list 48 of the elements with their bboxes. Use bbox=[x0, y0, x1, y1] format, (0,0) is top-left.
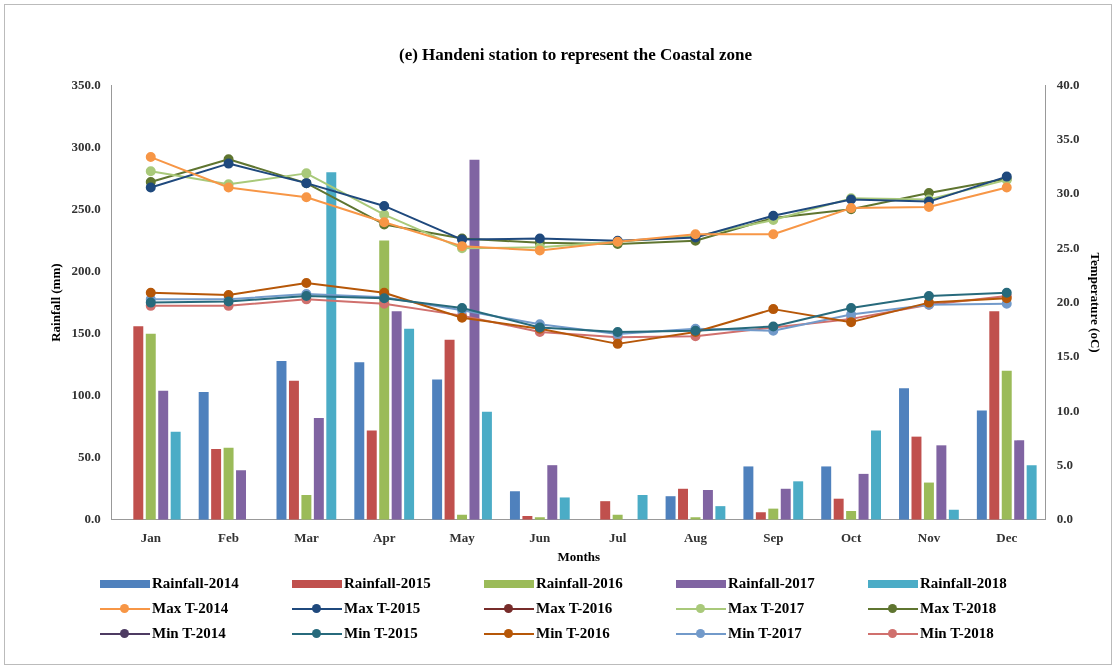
y-tick-label: 250.0 bbox=[71, 200, 101, 216]
x-tick-label: Feb bbox=[218, 529, 240, 545]
y2-tick-label: 20.0 bbox=[1056, 293, 1080, 309]
y-tick-label: 50.0 bbox=[78, 449, 101, 465]
y-tick-label: 300.0 bbox=[71, 138, 101, 154]
legend-label: Max T-2016 bbox=[536, 600, 613, 617]
legend-label: Max T-2017 bbox=[728, 600, 805, 617]
legend-label: Min T-2014 bbox=[152, 625, 226, 642]
legend-label: Max T-2018 bbox=[920, 600, 997, 617]
x-tick-label: Jun bbox=[529, 529, 552, 545]
y-tick-label: 150.0 bbox=[71, 324, 101, 340]
legend-label: Rainfall-2017 bbox=[728, 575, 815, 592]
x-tick-label: Dec bbox=[996, 529, 1018, 545]
y-axis-title: Rainfall (mm) bbox=[48, 263, 64, 342]
x-tick-label: May bbox=[449, 529, 476, 545]
y2-tick-label: 30.0 bbox=[1056, 185, 1080, 201]
y2-tick-label: 5.0 bbox=[1056, 456, 1073, 472]
x-tick-label: Apr bbox=[373, 529, 396, 545]
legend-label: Rainfall-2015 bbox=[344, 575, 431, 592]
x-tick-label: Sep bbox=[763, 529, 784, 545]
legend-label: Rainfall-2014 bbox=[152, 575, 239, 592]
x-tick-label: Jul bbox=[608, 529, 627, 545]
y2-axis-title: Temperature (oC) bbox=[1087, 252, 1103, 353]
legend-label: Min T-2015 bbox=[344, 625, 418, 642]
x-tick-label: Oct bbox=[841, 529, 862, 545]
x-tick-label: Jan bbox=[140, 529, 162, 545]
legend-label: Max T-2014 bbox=[152, 600, 229, 617]
y2-tick-label: 15.0 bbox=[1056, 348, 1080, 364]
x-tick-label: Mar bbox=[294, 529, 319, 545]
legend-label: Min T-2016 bbox=[536, 625, 610, 642]
legend-label: Rainfall-2018 bbox=[920, 575, 1007, 592]
y2-tick-label: 10.0 bbox=[1056, 402, 1080, 418]
y-tick-label: 100.0 bbox=[71, 387, 101, 403]
y2-tick-label: 0.0 bbox=[1056, 511, 1073, 527]
legend-label: Rainfall-2016 bbox=[536, 575, 623, 592]
y2-tick-label: 40.0 bbox=[1056, 76, 1080, 92]
legend-label: Min T-2018 bbox=[920, 625, 994, 642]
legend-label: Min T-2017 bbox=[728, 625, 802, 642]
y-tick-label: 0.0 bbox=[84, 511, 101, 527]
y-tick-label: 200.0 bbox=[71, 262, 101, 278]
legend-label: Max T-2015 bbox=[344, 600, 421, 617]
y-tick-label: 350.0 bbox=[71, 76, 101, 92]
y2-tick-label: 35.0 bbox=[1056, 131, 1080, 147]
chart-title: (e) Handeni station to represent the Coastal zone bbox=[398, 44, 753, 64]
x-tick-label: Nov bbox=[917, 529, 941, 545]
x-tick-label: Aug bbox=[683, 529, 708, 545]
y2-tick-label: 25.0 bbox=[1056, 239, 1080, 255]
x-axis-title: Months bbox=[557, 548, 601, 564]
